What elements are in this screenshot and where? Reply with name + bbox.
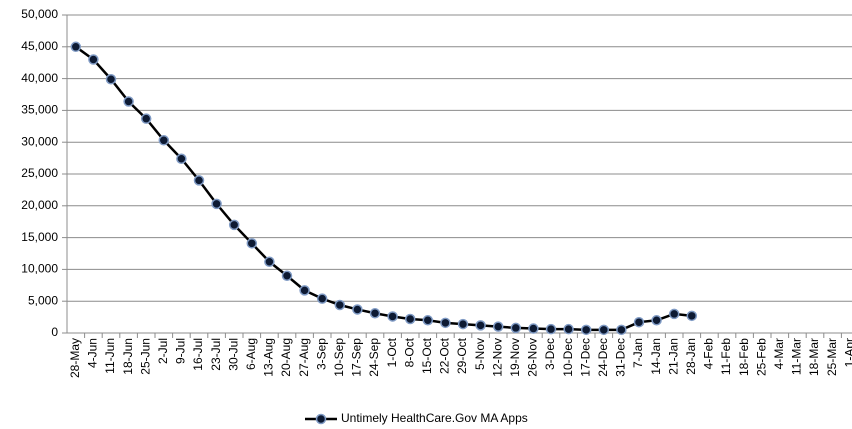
data-point (387, 311, 398, 322)
x-tick-label: 24-Sep (367, 338, 381, 377)
y-tick-label: 25,000 (21, 166, 58, 180)
data-point (457, 318, 469, 330)
x-tick-label: 11-Mar (790, 338, 804, 375)
y-tick-label: 20,000 (21, 198, 58, 212)
data-point (123, 96, 134, 107)
data-point (598, 324, 610, 336)
legend-marker (315, 413, 327, 425)
x-tick-label: 7-Jan (631, 338, 645, 368)
y-tick-label: 30,000 (21, 134, 58, 148)
y-tick-label: 35,000 (21, 103, 58, 117)
x-tick-label: 17-Dec (578, 338, 592, 377)
y-tick-label: 45,000 (21, 39, 58, 53)
data-point (316, 293, 328, 304)
data-point (651, 315, 662, 326)
x-tick-label: 28-Jan (684, 338, 698, 375)
data-point (510, 322, 522, 334)
data-point (228, 219, 240, 231)
x-tick-label: 4-Mar (772, 338, 786, 369)
data-point (475, 320, 486, 331)
x-tick-label: 14-Jan (649, 338, 663, 375)
y-tick-label: 0 (51, 325, 58, 339)
data-point (176, 153, 187, 164)
x-tick-label: 25-Feb (754, 338, 768, 376)
x-tick-label: 13-Aug (262, 338, 276, 377)
data-point (334, 299, 346, 311)
data-point (211, 198, 222, 210)
data-point (528, 323, 539, 334)
x-tick-label: 25-Mar (825, 338, 839, 376)
x-tick-label: 21-Jan (666, 338, 680, 375)
data-point (105, 73, 117, 85)
data-point (545, 323, 557, 335)
data-point (422, 315, 434, 326)
x-tick-label: 11-Jun (103, 338, 117, 374)
x-tick-label: 6-Aug (244, 338, 258, 370)
data-point (352, 304, 363, 315)
data-point (668, 308, 680, 320)
data-point (246, 238, 258, 249)
x-tick-label: 18-Mar (807, 338, 821, 376)
data-point (299, 285, 310, 296)
x-tick-label: 28-May (68, 338, 82, 378)
x-tick-label: 15-Oct (420, 337, 434, 374)
x-tick-label: 24-Dec (596, 338, 610, 377)
y-tick-label: 15,000 (21, 230, 58, 244)
data-point (281, 270, 293, 282)
x-tick-label: 16-Jul (191, 338, 205, 371)
data-point (264, 256, 275, 268)
x-tick-label: 4-Feb (702, 338, 716, 370)
data-point (88, 54, 99, 65)
data-point (369, 308, 381, 319)
x-tick-label: 23-Jul (209, 338, 223, 371)
x-tick-label: 12-Nov (490, 338, 504, 377)
x-tick-label: 25-Jun (138, 338, 152, 375)
x-tick-label: 18-Jun (121, 338, 135, 375)
x-tick-label: 30-Jul (226, 338, 240, 371)
series-line (75, 45, 692, 332)
x-tick-label: 1-Oct (385, 337, 399, 367)
y-tick-label: 50,000 (21, 7, 58, 21)
y-tick-label: 40,000 (21, 71, 58, 85)
data-point (140, 113, 152, 124)
x-tick-label: 2-Jul (156, 338, 170, 364)
x-tick-label: 18-Feb (737, 338, 751, 376)
x-tick-label: 31-Dec (614, 338, 628, 377)
data-point (193, 175, 205, 186)
data-point (404, 313, 416, 325)
data-point (492, 321, 504, 332)
x-tick-label: 3-Sep (314, 338, 328, 370)
x-tick-label: 22-Oct (438, 337, 452, 374)
legend-label: Untimely HealthCare.Gov MA Apps (341, 411, 528, 425)
x-tick-label: 5-Nov (473, 338, 487, 370)
data-point (580, 324, 592, 336)
x-tick-label: 10-Sep (332, 338, 346, 377)
x-tick-label: 20-Aug (279, 338, 293, 377)
data-point (633, 316, 645, 328)
data-point (563, 323, 574, 335)
x-tick-label: 17-Sep (350, 338, 364, 377)
data-point (686, 310, 698, 322)
x-tick-label: 26-Nov (526, 338, 540, 377)
x-tick-label: 9-Jul (174, 338, 188, 364)
data-point (70, 41, 82, 53)
x-tick-label: 27-Aug (297, 338, 311, 377)
x-tick-label: 8-Oct (402, 337, 416, 367)
y-tick-label: 10,000 (21, 262, 58, 276)
x-tick-label: 11-Feb (719, 338, 733, 375)
x-tick-label: 1-Apr (842, 338, 852, 367)
data-point (440, 317, 451, 329)
x-tick-label: 3-Dec (543, 338, 557, 370)
data-point (158, 135, 170, 146)
x-tick-label: 19-Nov (508, 338, 522, 377)
x-tick-label: 10-Dec (561, 338, 575, 377)
data-point (616, 324, 627, 336)
y-tick-label: 5,000 (28, 293, 58, 307)
x-tick-label: 29-Oct (455, 337, 469, 374)
x-tick-label: 4-Jun (86, 338, 100, 368)
